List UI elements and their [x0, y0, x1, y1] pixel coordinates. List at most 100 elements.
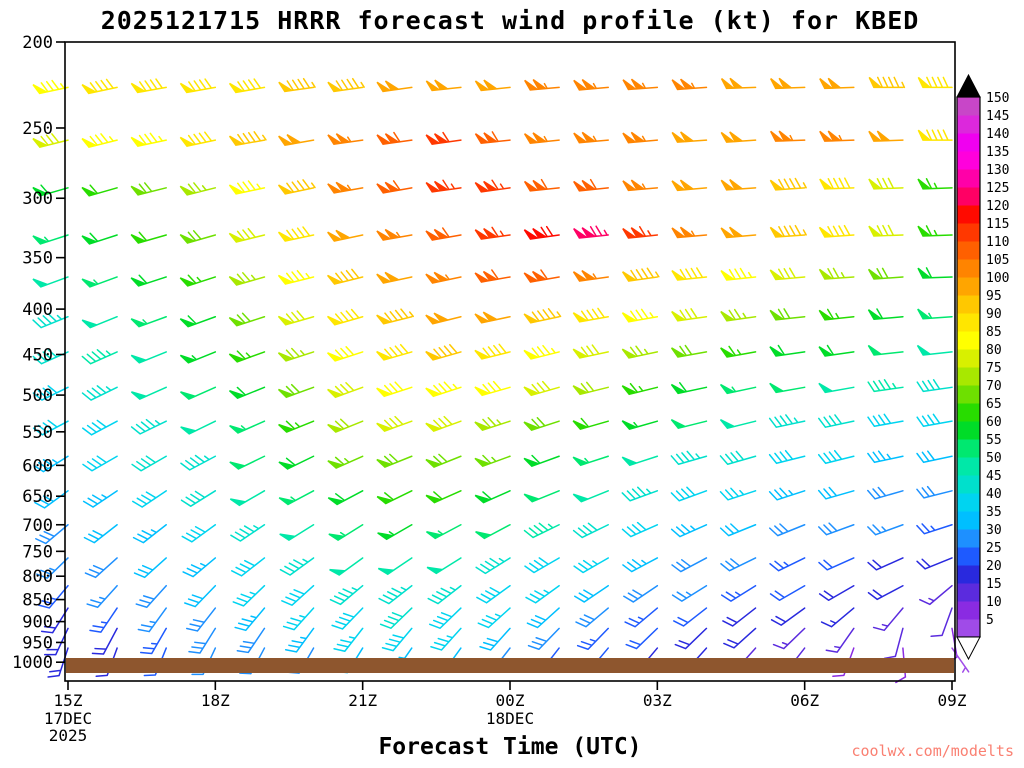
wind-barb: [622, 557, 659, 573]
wind-barb: [573, 225, 609, 239]
wind-barb: [720, 345, 757, 358]
wind-barb: [769, 224, 807, 238]
wind-barb: [673, 607, 708, 627]
wind-barb: [425, 312, 462, 325]
wind-barb: [625, 627, 659, 650]
wind-barb: [83, 524, 118, 544]
wind-barb: [179, 315, 217, 328]
wind-barb: [916, 485, 953, 499]
wind-barb: [327, 382, 364, 399]
wind-barb: [523, 178, 560, 192]
wind-barb: [130, 231, 167, 244]
wind-barb: [474, 179, 511, 193]
x-axis-title: Forecast Time (UTC): [378, 734, 642, 760]
wind-barb: [868, 224, 904, 237]
wind-barb: [670, 524, 708, 538]
wind-barb: [130, 78, 167, 94]
wind-barb: [179, 182, 217, 196]
wind-barb: [81, 385, 118, 401]
wind-barb: [277, 383, 315, 399]
svg-text:18Z: 18Z: [201, 691, 230, 710]
svg-text:135: 135: [986, 145, 1009, 160]
svg-text:850: 850: [22, 591, 53, 611]
wind-barb: [281, 584, 315, 606]
wind-barb: [621, 308, 659, 323]
wind-barb: [768, 414, 806, 428]
wind-barb: [574, 584, 609, 603]
wind-barb: [179, 351, 217, 364]
wind-barb: [82, 455, 118, 472]
wind-barb: [575, 607, 609, 628]
wind-barb: [477, 607, 511, 629]
wind-barb: [916, 450, 953, 464]
svg-text:60: 60: [986, 415, 1002, 430]
wind-barb: [917, 267, 953, 279]
wind-barb: [426, 524, 462, 540]
watermark-link[interactable]: coolwx.com/modelts: [851, 742, 1014, 760]
wind-barb: [818, 267, 855, 280]
wind-barb: [81, 276, 118, 288]
wind-barb: [277, 226, 315, 242]
wind-barb: [474, 490, 511, 504]
wind-barb: [327, 418, 364, 433]
wind-barb: [32, 385, 69, 401]
wind-barb: [572, 307, 609, 323]
wind-barb: [768, 449, 806, 465]
wind-barb: [719, 487, 757, 501]
svg-text:400: 400: [22, 300, 53, 320]
wind-barb: [719, 418, 757, 430]
wind-barb: [236, 627, 266, 654]
wind-barb: [475, 557, 511, 575]
wind-barb: [32, 419, 69, 436]
wind-barb: [818, 557, 855, 571]
wind-barb: [819, 130, 855, 142]
wind-barb: [670, 418, 708, 430]
wind-barb: [43, 627, 69, 656]
svg-text:50: 50: [986, 451, 1002, 466]
wind-barb: [671, 131, 708, 143]
svg-text:350: 350: [22, 249, 53, 269]
wind-barb: [524, 79, 560, 91]
wind-barb: [378, 584, 413, 605]
wind-barb: [916, 557, 953, 570]
wind-barb: [228, 350, 266, 363]
wind-barb: [622, 179, 659, 192]
svg-text:17DEC: 17DEC: [44, 709, 92, 728]
wind-barb: [327, 77, 365, 93]
wind-barb: [277, 269, 315, 285]
wind-barb: [867, 267, 904, 280]
wind-barb: [425, 227, 462, 241]
wind-barb: [572, 381, 609, 396]
wind-barb: [769, 267, 806, 281]
wind-barb: [229, 420, 266, 434]
wind-barb: [81, 349, 118, 365]
wind-barb: [33, 455, 69, 473]
wind-barb: [820, 607, 855, 628]
wind-barb: [179, 274, 217, 287]
wind-barb: [278, 490, 315, 506]
wind-barb: [327, 133, 364, 145]
wind-barb: [474, 131, 511, 144]
wind-barb: [228, 386, 266, 400]
svg-text:130: 130: [986, 163, 1009, 178]
wind-barb: [228, 131, 267, 146]
wind-barb: [278, 77, 316, 93]
wind-barb: [130, 351, 167, 364]
svg-text:15Z: 15Z: [54, 691, 83, 710]
wind-barb: [381, 627, 413, 652]
wind-barb: [623, 584, 659, 603]
svg-text:09Z: 09Z: [938, 691, 967, 710]
wind-barb: [32, 79, 69, 95]
wind-barb: [277, 310, 315, 326]
wind-barb: [180, 454, 217, 471]
wind-barb: [720, 584, 757, 602]
wind-barb: [621, 521, 659, 538]
wind-barb: [573, 557, 609, 574]
wind-barb: [228, 180, 266, 195]
wind-barb: [91, 627, 118, 655]
wind-barb: [32, 349, 69, 365]
svg-text:650: 650: [22, 487, 53, 507]
svg-text:00Z: 00Z: [496, 691, 525, 710]
wind-barb: [81, 78, 118, 95]
